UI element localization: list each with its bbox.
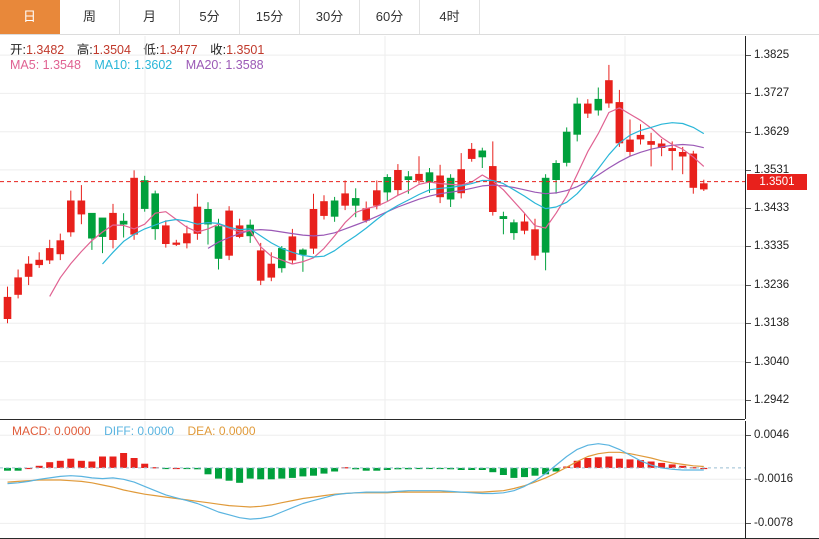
price-axis-tick [746,55,751,57]
diff-value: 0.0000 [137,424,175,438]
diff-label: DIFF: [104,424,135,438]
timeframe-tab-7[interactable]: 4时 [420,0,480,34]
candlestick-chart [0,36,745,419]
price-axis-label: 1.3236 [754,279,790,292]
timeframe-tab-bar[interactable]: 日周月 5分 15分 30分 60分 4时 [0,0,819,35]
price-axis-label: 1.3629 [754,125,790,138]
timeframe-tab-0[interactable]: 日 [0,0,60,34]
price-axis-label: 1.3825 [754,49,790,62]
dea-value: 0.0000 [218,424,256,438]
pane-divider [0,419,745,420]
price-axis-label: 1.3531 [754,163,790,176]
high-label: 高: [76,43,93,57]
ma5-value: 1.3548 [42,58,81,72]
price-axis-tick [746,323,751,325]
dea-label: DEA: [187,424,216,438]
tab-bar-filler [480,0,819,34]
price-axis-tick [746,285,751,287]
price-axis-label: 1.3335 [754,240,790,253]
open-label: 开: [10,43,26,57]
moving-average-info-line: MA5: 1.3548 MA10: 1.3602 MA20: 1.3588 [10,58,264,72]
ma20-value: 1.3588 [225,58,264,72]
price-axis-label: 1.3433 [754,202,790,215]
price-axis-label: 1.3727 [754,87,790,100]
price-axis-tick [746,399,751,401]
timeframe-tab-1[interactable]: 周 [60,0,120,34]
ohlc-info-line: 开:1.3482 高:1.3504 低:1.3477 收:1.3501 [10,39,264,58]
price-axis-tick [746,169,751,171]
low-value: 1.3477 [159,43,198,57]
macd-axis-label: -0.0016 [754,473,794,486]
price-axis-tick [746,246,751,248]
price-axis: 1.3501 1.3825 1.3727 1.3629 1.3531 1.3433 1.3… [745,36,819,419]
macd-chart [0,421,745,539]
close-label: 收: [210,43,227,57]
price-axis-tick [746,93,751,95]
timeframe-tab-3[interactable]: 5分 [180,0,240,34]
current-price-badge: 1.3501 [747,173,807,190]
timeframe-tab-4[interactable]: 15分 [240,0,300,34]
low-label: 低: [143,43,160,57]
macd-legend: MACD: 0.0000 DIFF: 0.0000 DEA: 0.0000 [12,424,256,438]
price-chart-pane[interactable] [0,36,745,419]
macd-label: MACD: [12,424,51,438]
price-axis-tick [746,131,751,133]
timeframe-tab-2[interactable]: 月 [120,0,180,34]
ma5-label: MA5: [10,58,40,72]
price-axis-label: 1.3138 [754,317,790,330]
macd-axis-label: -0.0078 [754,517,794,530]
price-axis-tick [746,361,751,363]
macd-axis: 0.0046 -0.0016 -0.0078 [745,421,819,539]
open-value: 1.3482 [25,43,65,57]
price-axis-label: 1.2942 [754,393,790,406]
macd-chart-pane[interactable] [0,421,745,539]
macd-value: 0.0000 [54,424,91,438]
macd-axis-tick [746,435,751,437]
macd-axis-label: 0.0046 [754,429,790,442]
close-value: 1.3501 [226,43,265,57]
price-axis-label: 1.3040 [754,355,790,368]
timeframe-tab-6[interactable]: 60分 [360,0,420,34]
macd-axis-tick [746,523,751,525]
price-axis-tick [746,208,751,210]
high-value: 1.3504 [92,43,131,57]
timeframe-tab-5[interactable]: 30分 [300,0,360,34]
ma10-label: MA10: [94,58,131,72]
ma10-value: 1.3602 [134,58,173,72]
macd-axis-tick [746,479,751,481]
ma20-label: MA20: [185,58,222,72]
